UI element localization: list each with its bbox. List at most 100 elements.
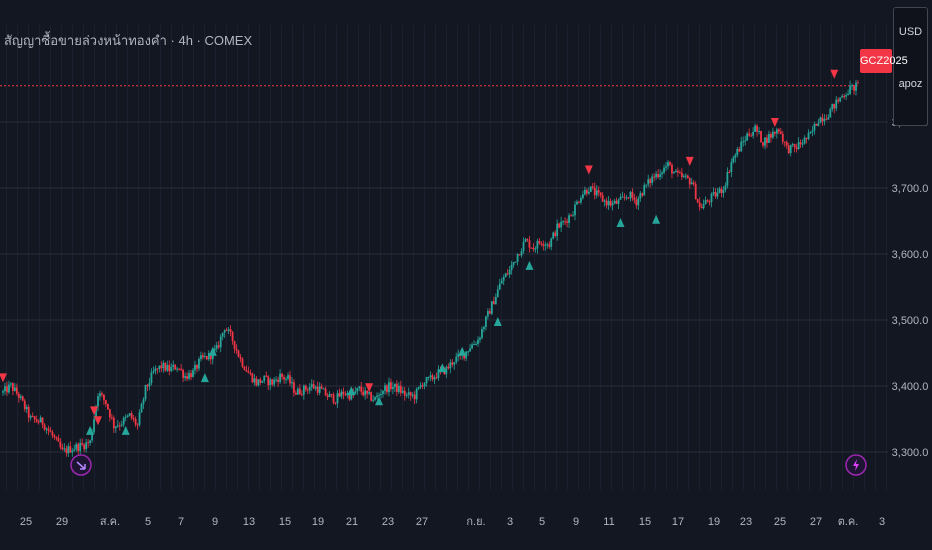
candle-body xyxy=(271,379,274,385)
candle-body xyxy=(498,283,501,290)
candle-body xyxy=(779,131,782,134)
candle-body xyxy=(178,368,181,370)
candle-body xyxy=(6,386,8,393)
price-axis[interactable]: 3,300.03,400.03,500.03,600.03,700.03,800… xyxy=(892,117,929,459)
candle-body xyxy=(730,162,733,173)
candle-body xyxy=(554,232,557,236)
candle-body xyxy=(227,329,230,331)
buy-signal-marker xyxy=(200,373,209,383)
lightning-icon[interactable] xyxy=(845,454,867,476)
candle-body xyxy=(103,394,105,401)
candle-body xyxy=(257,379,260,386)
candle-body xyxy=(465,351,468,359)
grid-line-vertical xyxy=(270,25,271,490)
candle-body xyxy=(390,382,392,390)
candle-body xyxy=(659,174,661,178)
candle-body xyxy=(789,144,792,153)
candle-body xyxy=(41,417,44,425)
currency-label[interactable]: USD xyxy=(898,26,923,38)
grid-line-vertical xyxy=(754,25,755,490)
candle-body xyxy=(23,400,26,410)
sell-signal-marker xyxy=(94,416,102,426)
candle-body xyxy=(312,384,315,389)
candle-body xyxy=(124,416,127,418)
candle-body xyxy=(184,376,186,378)
candle-body xyxy=(791,144,794,146)
grid-line-vertical xyxy=(215,25,216,490)
candle-body xyxy=(89,440,91,444)
candle-body xyxy=(19,396,22,398)
grid-line-vertical xyxy=(545,25,546,490)
candle-body xyxy=(700,206,703,209)
candle-body xyxy=(536,240,539,249)
time-tick-label: ส.ค. xyxy=(100,516,120,528)
price-tick-label: 3,700.0 xyxy=(892,183,929,195)
candle-body xyxy=(494,296,497,305)
candle-body xyxy=(291,382,293,384)
candle-body xyxy=(399,385,402,393)
price-tick-label: 3,500.0 xyxy=(892,315,929,327)
candle-body xyxy=(807,132,810,139)
grid-line-vertical xyxy=(589,25,590,490)
candle-body xyxy=(538,240,541,244)
candle-body xyxy=(485,316,487,328)
candle-body xyxy=(469,348,471,352)
candle-body xyxy=(308,387,311,391)
candle-body xyxy=(148,382,151,387)
candle-body xyxy=(51,432,54,436)
candle-body xyxy=(338,393,341,397)
candle-body xyxy=(611,203,614,206)
candle-body xyxy=(223,330,226,333)
candle-body xyxy=(362,391,365,396)
time-axis[interactable]: 25 29 ส.ค. 5 7 9 13 15 19 21 23 27 ก.ย. 3 5 9 11 15 17 19 23… xyxy=(0,490,932,550)
candle-body xyxy=(235,348,238,351)
sell-signal-marker xyxy=(770,117,779,127)
scale-settings-panel[interactable]: USD apoz xyxy=(893,7,928,126)
candle-body xyxy=(376,395,378,398)
candle-body xyxy=(589,186,592,192)
candle-body xyxy=(393,383,396,388)
candle-body xyxy=(625,197,628,199)
grid-line-vertical xyxy=(600,25,601,490)
grid-line-vertical xyxy=(457,25,458,490)
candle-body xyxy=(768,134,770,143)
candle-body xyxy=(241,358,244,367)
candle-body xyxy=(558,223,561,228)
candle-body xyxy=(512,262,515,265)
candle-body xyxy=(281,373,283,378)
buy-signal-marker xyxy=(438,363,447,373)
candle-body xyxy=(275,379,278,381)
candle-body xyxy=(65,448,68,454)
candle-body xyxy=(231,332,234,341)
candle-body xyxy=(142,399,145,404)
grid-line-vertical xyxy=(842,25,843,490)
candle-body xyxy=(617,199,620,204)
candle-body xyxy=(168,364,171,372)
candle-body xyxy=(724,185,727,190)
candle-body xyxy=(203,356,206,358)
candle-body xyxy=(219,336,222,348)
candle-body xyxy=(457,354,460,357)
candle-body xyxy=(635,199,638,206)
candle-body xyxy=(152,371,155,373)
earnings-arrow-icon[interactable] xyxy=(70,454,92,476)
candle-body xyxy=(645,184,648,186)
candle-body xyxy=(158,365,161,369)
candle-body xyxy=(245,369,248,372)
candle-body xyxy=(229,329,232,333)
candle-body xyxy=(580,198,582,203)
candle-body xyxy=(811,130,814,133)
candle-body xyxy=(544,244,547,246)
candle-body xyxy=(564,221,566,223)
candle-body xyxy=(726,171,729,186)
candle-body xyxy=(597,190,600,193)
candle-body xyxy=(415,388,418,400)
candle-body xyxy=(605,200,608,206)
time-tick-label: 13 xyxy=(243,516,255,528)
time-tick-label: ก.ย. xyxy=(466,516,485,528)
scale-mode-label[interactable]: apoz xyxy=(898,78,923,90)
candle-body xyxy=(591,186,594,188)
candle-body xyxy=(490,301,493,314)
grid-line-vertical xyxy=(281,25,282,490)
